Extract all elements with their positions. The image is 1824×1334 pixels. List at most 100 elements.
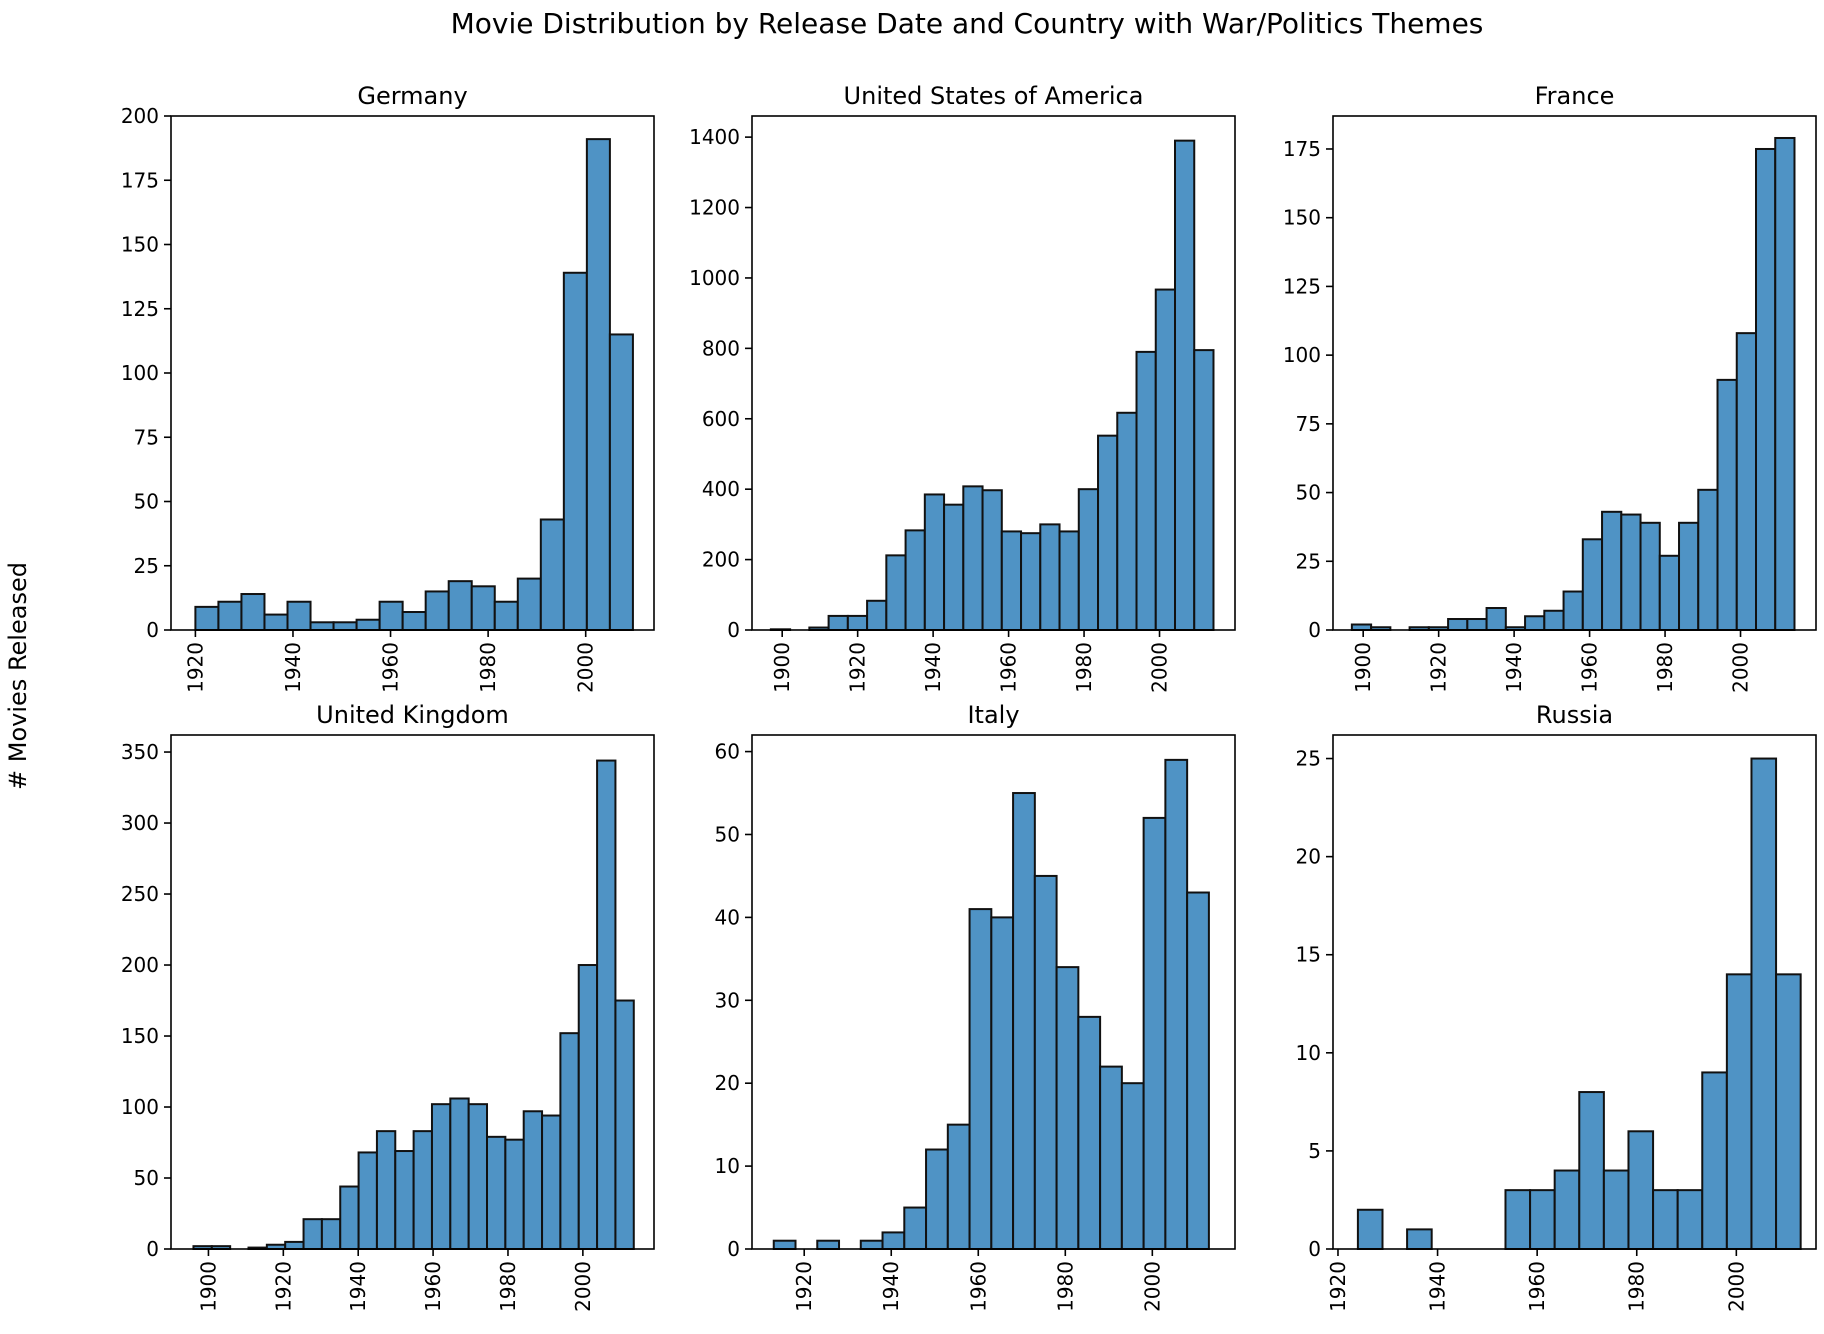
- y-tick-label: 125: [121, 297, 159, 321]
- x-tick-label: 1960: [1578, 642, 1602, 693]
- panel-4: 0 10 20 30 40 50 60 1920 1940 1960 1980 2000 Italy: [715, 701, 1236, 1312]
- histogram-bar: [449, 1097, 470, 1250]
- x-tick-label: 2000: [1140, 1261, 1164, 1312]
- panel-2: 0 25 50 75 100 125 150 175 1900 1920 1940 1960 1980 2…: [1283, 82, 1817, 693]
- histogram-bar: [1725, 973, 1753, 1250]
- x-tick-label: 1960: [1525, 1261, 1549, 1312]
- x-tick-label: 1980: [1072, 642, 1096, 693]
- histogram-bar: [559, 1032, 580, 1250]
- panel-title: Italy: [967, 701, 1019, 729]
- y-tick-label: 0: [727, 618, 740, 642]
- histogram-bar: [981, 489, 1003, 631]
- y-tick-label: 40: [715, 905, 740, 929]
- histogram-bar: [885, 554, 907, 631]
- histogram-bar: [1524, 615, 1546, 632]
- histogram-bar: [339, 1185, 360, 1251]
- histogram-bar: [608, 333, 634, 631]
- y-tick-label: 30: [715, 988, 740, 1012]
- x-tick-label: 1960: [966, 1261, 990, 1312]
- histogram-bar: [881, 1231, 906, 1250]
- histogram-bar: [577, 964, 599, 1250]
- y-tick-label: 20: [1296, 845, 1321, 869]
- histogram-bar: [1774, 136, 1796, 631]
- histogram-bar: [1097, 434, 1119, 631]
- histogram-bar: [355, 618, 381, 631]
- histogram-bar: [1529, 1189, 1556, 1250]
- y-tick-label: 100: [121, 361, 159, 385]
- x-tick-label: 1960: [379, 642, 403, 693]
- histogram-bar: [447, 580, 473, 631]
- figure-title: Movie Distribution by Release Date and C…: [451, 7, 1484, 40]
- histogram-bar: [1000, 530, 1023, 632]
- x-tick-label: 1920: [271, 1261, 295, 1312]
- x-tick-label: 1900: [1351, 642, 1375, 693]
- histogram-bar: [1652, 1189, 1679, 1250]
- histogram-bar: [286, 600, 312, 631]
- histogram-bar: [1154, 288, 1177, 631]
- y-tick-label: 175: [121, 168, 159, 192]
- y-tick-label: 75: [134, 425, 159, 449]
- histogram-bar: [378, 600, 404, 631]
- histogram-bar: [1735, 332, 1758, 631]
- histogram-bar: [1099, 1065, 1123, 1251]
- x-tick-label: 1980: [1053, 1261, 1077, 1312]
- histogram-bar: [1120, 1082, 1145, 1251]
- histogram-bar: [1020, 532, 1042, 632]
- y-tick-label: 50: [1296, 481, 1321, 505]
- histogram-bar: [467, 1103, 489, 1250]
- y-tick-label: 175: [1283, 137, 1321, 161]
- panel-3: 0 50 100 150 200 250 300 350 1900 1920 1940 1960 198…: [121, 701, 655, 1312]
- y-tick-label: 0: [727, 1237, 740, 1261]
- y-tick-label: 50: [134, 490, 159, 514]
- histogram-bar: [1620, 513, 1642, 631]
- x-tick-label: 2000: [1724, 1261, 1748, 1312]
- histogram-bar: [1135, 350, 1157, 631]
- y-tick-label: 25: [134, 554, 159, 578]
- y-tick-label: 50: [134, 1166, 159, 1190]
- histogram-bar: [1193, 349, 1215, 631]
- x-tick-label: 1920: [183, 642, 207, 693]
- histogram-bar: [1356, 1208, 1384, 1250]
- panel-title: United Kingdom: [316, 701, 509, 729]
- histogram-bar: [1406, 1228, 1433, 1251]
- histogram-bar: [357, 1151, 378, 1250]
- histogram-bar: [504, 1138, 525, 1250]
- axes-frame: [751, 734, 1236, 1250]
- histogram-bar: [401, 611, 427, 632]
- x-tick-label: 2000: [571, 1261, 595, 1312]
- y-tick-label: 1400: [689, 125, 740, 149]
- x-tick-label: 1940: [346, 1261, 370, 1312]
- y-tick-label: 75: [1296, 412, 1321, 436]
- histogram-bar: [263, 613, 289, 632]
- y-tick-label: 60: [715, 740, 740, 764]
- x-tick-label: 1920: [1427, 642, 1451, 693]
- x-tick-label: 1980: [476, 642, 500, 693]
- histogram-bar: [1775, 973, 1802, 1250]
- y-tick-label: 50: [715, 822, 740, 846]
- x-tick-label: 2000: [1148, 642, 1172, 693]
- histogram-bar: [962, 485, 984, 631]
- axes-frame: [1332, 734, 1817, 1250]
- histogram-bar: [320, 1218, 342, 1251]
- histogram-bar: [1485, 607, 1507, 631]
- histogram-bar: [968, 908, 993, 1251]
- panel-title: Germany: [357, 82, 467, 110]
- histogram-bar: [1058, 530, 1080, 632]
- histogram-bar: [424, 590, 450, 632]
- x-tick-label: 1920: [1326, 1261, 1350, 1312]
- axes-frame: [1332, 115, 1817, 631]
- histogram-bar: [217, 600, 243, 631]
- y-tick-label: 10: [1296, 1041, 1321, 1065]
- panel-title: United States of America: [844, 82, 1144, 110]
- panel-1: 0 200 400 600 800 1000 1200 1400 1900 1920 1940 196…: [689, 82, 1236, 693]
- y-tick-label: 1000: [689, 266, 740, 290]
- histogram-bar: [1186, 891, 1210, 1250]
- histogram-bar: [302, 1218, 323, 1251]
- x-tick-label: 1960: [421, 1261, 445, 1312]
- histogram-bar: [562, 271, 588, 631]
- y-tick-label: 250: [121, 882, 159, 906]
- histogram-bar: [493, 600, 519, 631]
- x-tick-label: 1940: [281, 642, 305, 693]
- histogram-bar: [1697, 488, 1719, 631]
